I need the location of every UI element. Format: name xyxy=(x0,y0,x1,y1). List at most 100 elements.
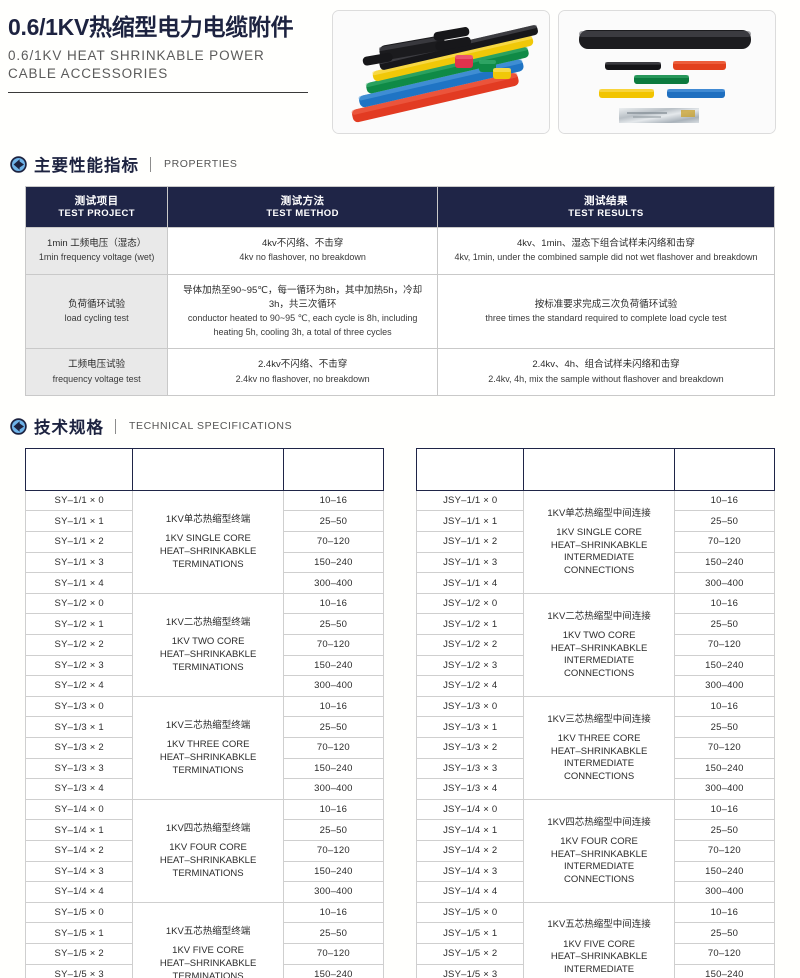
cable-range-cell: 70–120 xyxy=(673,634,776,656)
cable-range-cell: 10–16 xyxy=(282,592,385,615)
spec-code-cell: JSY–1/3 × 3 xyxy=(415,757,525,780)
spec-code-cell: JSY–1/2 × 2 xyxy=(415,634,525,656)
product-name-cn: 1KV四芯热缩型中间连接 xyxy=(547,816,651,828)
section-header-properties: 主要性能指标 PROPERTIES xyxy=(0,152,800,176)
spec-code-cell: SY–1/4 × 4 xyxy=(24,881,134,903)
spec-code-cell: JSY–1/4 × 3 xyxy=(415,860,525,883)
column-header-cn: 规格型号 xyxy=(57,457,102,470)
product-name-cn: 1KV三芯热缩型中间连接 xyxy=(547,713,651,725)
test-method-en: 4kv no flashover, no breakdown xyxy=(239,252,366,263)
table-row: SY–1/1 × 0 1KV单芯热缩型终端 1KV SINGLE CORE HEAT–… xyxy=(24,489,385,594)
spec-code-cell: JSY–1/1 × 2 xyxy=(415,531,525,553)
cable-range-cell: 300–400 xyxy=(282,778,385,800)
table-row: JSY–1/3 × 1 25–50 xyxy=(415,716,776,738)
cable-range-cell: 70–120 xyxy=(282,736,385,759)
table-row: SY–1/5 × 1 25–50 xyxy=(24,922,385,944)
cable-range-cell: 300–400 xyxy=(673,675,776,697)
product-photo-gallery xyxy=(332,8,776,134)
properties-table-wrapper: 测试项目 TEST PROJECT 测试方法 TEST METHOD 测试结果 TEST … xyxy=(0,176,800,397)
cable-range-cell: 10–16 xyxy=(673,798,776,821)
test-result-cell: 4kv、1min、湿态下组合试样未闪络和击穿 4kv, 1min, under t… xyxy=(436,227,776,275)
spec-column-header: 规格型号 Specification xyxy=(415,448,525,491)
cable-range-cell: 150–240 xyxy=(282,654,385,677)
unit-superscript: 2 xyxy=(363,457,368,465)
test-project-en: frequency voltage test xyxy=(52,373,141,384)
table-row: SY–1/4 × 0 1KV四芯热缩型终端 1KV FOUR CORE HEAT–SH… xyxy=(24,798,385,903)
table-row: JSY–1/2 × 0 1KV二芯热缩型中间连接 1KV TWO CORE HEAT–… xyxy=(415,592,776,697)
page-title-en-line2: CABLE ACCESSORIES xyxy=(8,66,169,82)
test-result-cell: 按标准要求完成三次负荷循环试验 three times the standard … xyxy=(436,273,776,350)
column-header-en: TEST METHOD xyxy=(266,208,339,220)
section-title-divider xyxy=(150,156,151,172)
cable-range-cell: 70–120 xyxy=(282,531,385,553)
cable-range-cell: 150–240 xyxy=(673,654,776,677)
cable-range-cell: 25–50 xyxy=(282,819,385,841)
cable-range-cell: 150–240 xyxy=(673,757,776,780)
test-result-cn: 4kv、1min、湿态下组合试样未闪络和击穿 xyxy=(517,238,695,250)
test-result-cn: 按标准要求完成三次负荷循环试验 xyxy=(534,298,678,310)
spec-code-cell: JSY–1/1 × 1 xyxy=(415,510,525,533)
properties-column-header: 测试结果 TEST RESULTS xyxy=(436,185,776,229)
product-name-cn: 1KV单芯热缩型终端 xyxy=(165,514,251,526)
cable-range-cell: 300–400 xyxy=(673,572,776,594)
table-row: JSY–1/5 × 3 150–240 xyxy=(415,963,776,978)
spec-code-cell: SY–1/5 × 3 xyxy=(24,963,134,978)
product-name-en: 1KV THREE CORE HEAT–SHRINKABKLE INTERMEDIA… xyxy=(550,732,648,783)
diamond-arrow-icon xyxy=(10,155,27,173)
spec-code-cell: JSY–1/5 × 2 xyxy=(415,942,525,965)
cable-range-cell: 10–16 xyxy=(282,489,385,512)
section-title-divider xyxy=(115,418,116,434)
spec-code-cell: JSY–1/2 × 1 xyxy=(415,613,525,635)
table-row: JSY–1/3 × 0 1KV三芯热缩型中间连接 1KV THREE CORE HEA… xyxy=(415,695,776,800)
unit-superscript: 2 xyxy=(754,457,759,465)
product-name-cell: 1KV单芯热缩型中间连接 1KV SINGLE CORE HEAT–SHRINKAB… xyxy=(523,489,675,594)
properties-column-header: 测试项目 TEST PROJECT xyxy=(24,185,169,229)
column-header-cn: 测试项目 xyxy=(74,195,119,207)
cable-range-cell: 150–240 xyxy=(282,551,385,574)
properties-table-header-row: 测试项目 TEST PROJECT 测试方法 TEST METHOD 测试结果 TEST … xyxy=(24,185,776,229)
product-name-cn: 1KV二芯热缩型中间连接 xyxy=(547,610,651,622)
test-result-en: 4kv, 1min, under the combined sample did… xyxy=(454,252,758,263)
product-name-cell: 1KV二芯热缩型终端 1KV TWO CORE HEAT–SHRINKABKLE TE… xyxy=(132,592,284,697)
spec-column-header: 名称 Product xyxy=(523,448,675,491)
cable-range-cell: 10–16 xyxy=(673,592,776,615)
table-row: JSY–1/4 × 0 1KV四芯热缩型中间连接 1KV FOUR CORE HEAT… xyxy=(415,798,776,903)
section-title-cn: 主要性能指标 xyxy=(34,157,139,175)
table-row: JSY–1/1 × 4 300–400 xyxy=(415,572,776,594)
spec-code-cell: JSY–1/2 × 0 xyxy=(415,592,525,615)
product-photo-2 xyxy=(558,10,776,134)
page-header: 0.6/1KV热缩型电力电缆附件 0.6/1KV HEAT SHRINKABLE… xyxy=(0,0,800,134)
product-name-cn: 1KV二芯热缩型终端 xyxy=(165,616,251,628)
spec-code-cell: SY–1/1 × 2 xyxy=(24,531,134,553)
spec-code-cell: SY–1/2 × 2 xyxy=(24,634,134,656)
table-row: JSY–1/4 × 3 150–240 xyxy=(415,860,776,883)
diamond-arrow-icon xyxy=(10,417,27,435)
table-row: JSY–1/4 × 4 300–400 xyxy=(415,881,776,903)
test-method-cell: 2.4kv不闪络、不击穿 2.4kv no flashover, no break… xyxy=(167,348,438,397)
test-method-cell: 导体加热至90~95℃，每一循环为8h，其中加热5h，冷却3h，共三次循环 con… xyxy=(167,273,438,350)
table-row: JSY–1/3 × 2 70–120 xyxy=(415,736,776,759)
cable-range-cell: 150–240 xyxy=(282,860,385,883)
spec-code-cell: SY–1/3 × 3 xyxy=(24,757,134,780)
spec-code-cell: SY–1/4 × 0 xyxy=(24,798,134,821)
column-header-en: TEST PROJECT xyxy=(58,208,135,220)
table-row: SY–1/2 × 4 300–400 xyxy=(24,675,385,697)
table-row: SY–1/3 × 4 300–400 xyxy=(24,778,385,800)
test-method-cn: 4kv不闪络、不击穿 xyxy=(261,238,344,250)
cable-range-cell: 25–50 xyxy=(673,819,776,841)
spec-code-cell: SY–1/2 × 1 xyxy=(24,613,134,635)
column-header-en: Product xyxy=(579,470,619,482)
test-project-cell: 工频电压试验 frequency voltage test xyxy=(24,348,169,397)
table-row: SY–1/1 × 2 70–120 xyxy=(24,531,385,553)
section-header-technical: 技术规格 TECHNICAL SPECIFICATIONS xyxy=(0,414,800,438)
test-project-cn: 工频电压试验 xyxy=(68,359,126,371)
spec-code-cell: JSY–1/1 × 3 xyxy=(415,551,525,574)
spec-code-cell: SY–1/2 × 4 xyxy=(24,675,134,697)
column-header-cn: 测试方法 xyxy=(280,195,325,207)
product-name-en: 1KV SINGLE CORE HEAT–SHRINKABKLE TERMINATI… xyxy=(159,533,257,570)
cable-range-cell: 10–16 xyxy=(282,901,385,924)
table-row: JSY–1/3 × 3 150–240 xyxy=(415,757,776,780)
test-result-cell: 2.4kv、4h、组合试样未闪络和击穿 2.4kv, 4h, mix the sa… xyxy=(436,348,776,397)
spec-column-header: 适合电缆mm2 Suitable For Cable xyxy=(673,448,776,491)
properties-table-row: 负荷循环试验 load cycling test 导体加热至90~95℃，每一循环为… xyxy=(24,273,776,350)
